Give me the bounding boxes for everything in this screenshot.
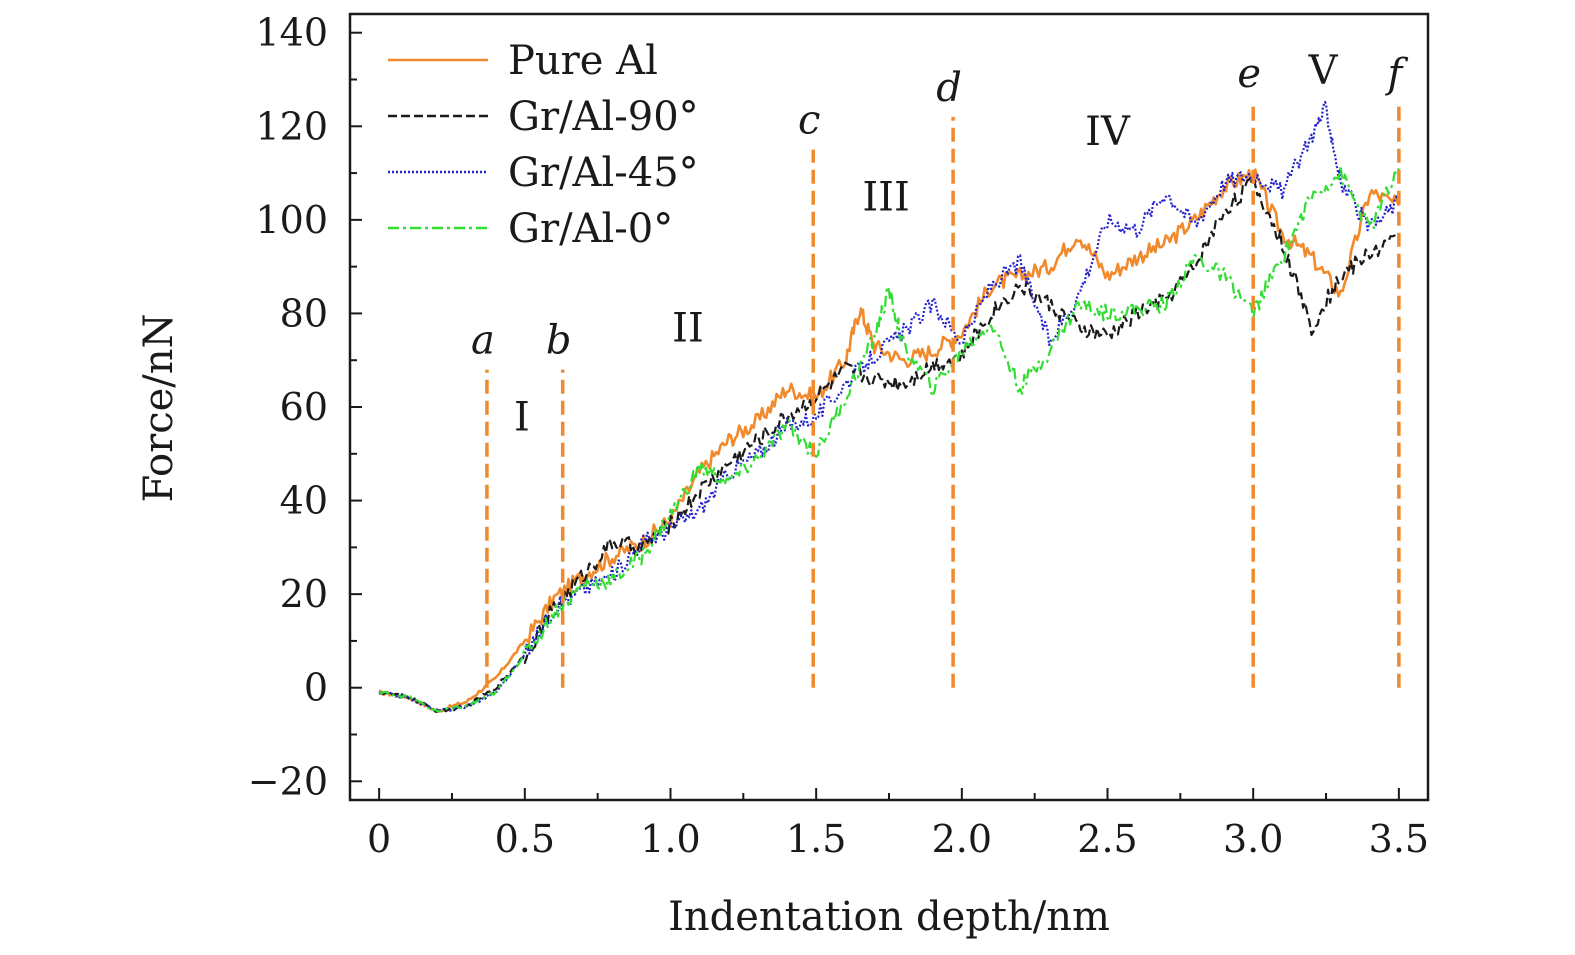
x-tick-label: 2.0: [932, 817, 992, 861]
marker-label: d: [936, 65, 962, 111]
x-tick-label: 1.5: [786, 817, 846, 861]
x-tick-label: 3.5: [1369, 817, 1429, 861]
series-layer: [378, 100, 1401, 713]
y-tick-label: 40: [280, 479, 328, 523]
y-tick-label: 140: [255, 11, 328, 55]
x-axis-title: Indentation depth/nm: [668, 894, 1110, 940]
y-tick-label: 60: [280, 385, 328, 429]
region-label: I: [514, 394, 530, 440]
legend-label: Pure Al: [508, 38, 658, 84]
marker-label: c: [798, 98, 820, 144]
y-tick-label: 80: [280, 291, 328, 335]
x-tick-label: 2.5: [1077, 817, 1137, 861]
x-tick-label: 0: [367, 817, 391, 861]
series-line-2: [378, 173, 1400, 713]
marker-label: b: [546, 318, 572, 364]
marker-layer: a b c d e f: [471, 51, 1408, 688]
y-tick-label: 100: [255, 198, 328, 242]
legend-label: Gr/Al-45°: [508, 150, 699, 196]
series-line-3: [378, 100, 1400, 713]
marker-label: f: [1384, 51, 1408, 97]
series-line-4: [378, 164, 1400, 713]
y-tick-label: 120: [255, 104, 328, 148]
x-tick-label: 3.0: [1223, 817, 1283, 861]
x-tick-label: 0.5: [495, 817, 555, 861]
legend-label: Gr/Al-90°: [508, 94, 699, 140]
marker-label: e: [1237, 51, 1261, 97]
x-tick-label: 1.0: [640, 817, 700, 861]
region-label: IV: [1085, 109, 1131, 155]
legend-label: Gr/Al-0°: [508, 206, 673, 252]
region-label: II: [672, 305, 704, 351]
y-axis-title: Force/nN: [136, 313, 182, 502]
region-label: III: [862, 174, 909, 220]
y-tick-label: 20: [280, 572, 328, 616]
marker-label: a: [471, 318, 495, 364]
y-tick-label: 0: [304, 666, 328, 710]
legend: Pure Al Gr/Al-90° Gr/Al-45° Gr/Al-0°: [388, 38, 699, 252]
region-label: V: [1308, 48, 1339, 94]
tick-layer: 0 0.5 1.0 1.5 2.0 2.5 3.0 3.5 −20 0 20 40 60 80 100 120…: [248, 11, 1429, 861]
y-tick-label: −20: [248, 759, 328, 803]
